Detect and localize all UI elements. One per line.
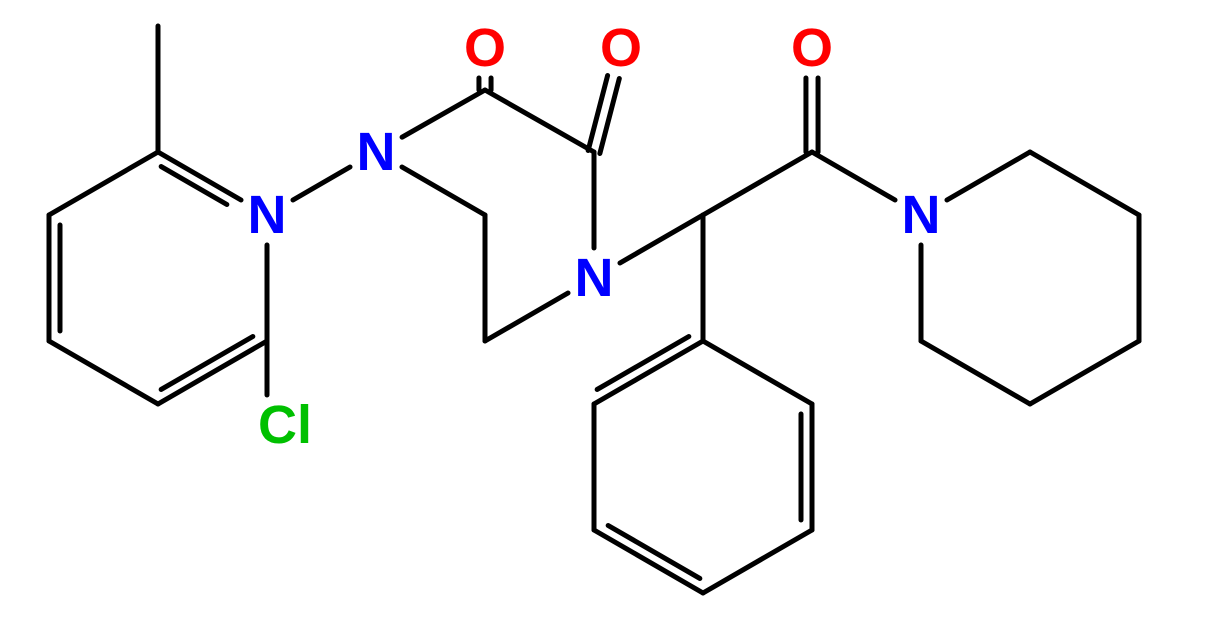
n-atom-label: N xyxy=(575,248,614,308)
n-atom-label: N xyxy=(357,122,396,182)
n-atom-label: N xyxy=(248,185,287,245)
o-atom-label: O xyxy=(791,18,833,78)
molecule-diagram: N Cl N O N O O N xyxy=(0,0,1215,626)
molecule-svg: N Cl N O N O O N xyxy=(0,0,1215,626)
o-atom-label: O xyxy=(600,18,642,78)
cl-atom-label: Cl xyxy=(258,395,312,455)
n-atom-label: N xyxy=(902,185,941,245)
o-atom-label: O xyxy=(464,18,506,78)
